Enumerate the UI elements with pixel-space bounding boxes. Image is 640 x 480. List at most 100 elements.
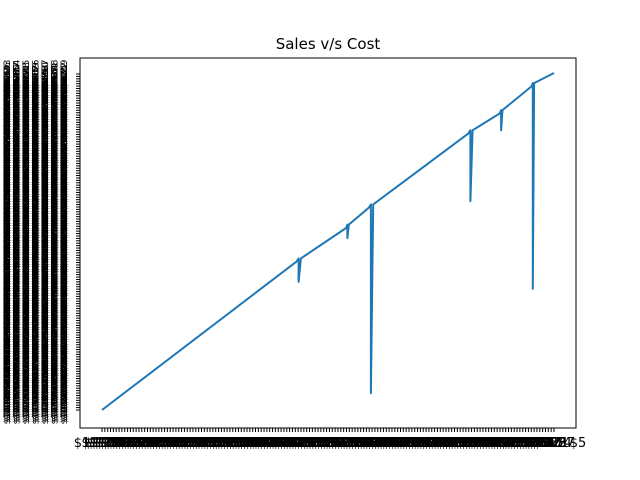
y-tick-label: $1518 xyxy=(3,362,13,391)
y-tick-label: $3405 xyxy=(3,239,13,268)
x-tick-label: $2531 xyxy=(158,436,199,451)
y-tick-label: $5225 xyxy=(41,123,51,152)
y-tick-label: $3434 xyxy=(60,241,70,270)
y-tick-label: $1281 xyxy=(22,379,32,408)
x-tick-label: $8891 xyxy=(499,436,540,451)
y-tick-label: $2250 xyxy=(60,318,70,347)
y-tick-label: $5255 xyxy=(3,118,13,147)
y-tick-label: $2132 xyxy=(22,323,32,352)
y-tick-label: $2439 xyxy=(32,304,42,333)
y-tick-label: $6135 xyxy=(60,65,70,94)
y-tick-label: $4944 xyxy=(22,139,32,168)
y-tick-label: $3301 xyxy=(41,248,51,277)
y-tick-label: $1096 xyxy=(22,391,32,420)
y-tick-label: $2280 xyxy=(22,313,32,342)
y-tick-label: $5606 xyxy=(51,98,61,127)
y-tick-label: $1821 xyxy=(41,345,51,374)
y-tick-label: $4633 xyxy=(41,161,51,190)
x-tick-label: $9368 xyxy=(525,436,566,451)
y-tick-label: $4511 xyxy=(32,168,42,197)
y-tick-label: $1980 xyxy=(51,335,61,364)
y-tick-label: $2487 xyxy=(41,301,51,330)
y-tick-label: $1477 xyxy=(32,367,42,396)
y-tick-label: $2202 xyxy=(51,321,61,350)
x-tick-label: $6506 xyxy=(371,436,412,451)
y-tick-label: $4437 xyxy=(32,173,42,202)
y-tick-label: $5262 xyxy=(41,120,51,149)
y-tick-label: $6128 xyxy=(22,62,32,91)
x-tick-label: $1842 xyxy=(121,436,162,451)
y-tick-label: $3560 xyxy=(41,231,51,260)
y-tick-label: $2994 xyxy=(32,267,42,296)
y-tick-label: $5584 xyxy=(32,98,42,127)
y-tick-label: $3379 xyxy=(13,241,23,270)
y-tick-label: $1880 xyxy=(60,342,70,371)
y-tick-label: $4341 xyxy=(13,178,23,207)
y-tick-label: $3164 xyxy=(51,258,61,287)
y-tick-label: $1155 xyxy=(41,388,51,417)
x-tick-label: $4015 xyxy=(238,436,279,451)
y-tick-label: $5462 xyxy=(22,106,32,135)
y-tick-label: $2228 xyxy=(41,318,51,347)
y-tick-label: $3416 xyxy=(13,238,23,267)
y-tick-label: $1943 xyxy=(51,338,61,367)
y-tick-label: $2546 xyxy=(60,299,70,328)
x-tick-label: $8414 xyxy=(474,436,515,451)
y-tick-label: $3438 xyxy=(32,238,42,267)
y-tick-label: $1699 xyxy=(32,352,42,381)
y-tick-label: $1947 xyxy=(22,335,32,364)
y-tick-label: $5099 xyxy=(60,132,70,161)
y-tick-label: $1536 xyxy=(51,364,61,393)
y-tick-label: $4174 xyxy=(60,192,70,221)
y-tick-label: $6039 xyxy=(41,69,51,98)
y-tick-label: $2968 xyxy=(41,270,51,299)
y-tick-label: $2232 xyxy=(13,316,23,345)
y-tick-label: $4485 xyxy=(41,171,51,200)
x-tick-label: $8732 xyxy=(491,436,532,451)
y-tick-label: $4352 xyxy=(22,178,32,207)
y-tick-label: $3956 xyxy=(32,204,42,233)
y-tick-label: $4607 xyxy=(51,164,61,193)
y-tick-label: $1481 xyxy=(3,364,13,393)
y-tick-label: $4663 xyxy=(3,156,13,185)
x-tick-label-first: $1 xyxy=(74,436,91,451)
y-tick-label: $1207 xyxy=(22,384,32,413)
y-tick-label: $4415 xyxy=(13,173,23,202)
y-tick-label: $4914 xyxy=(60,144,70,173)
y-tick-label: $3549 xyxy=(32,231,42,260)
y-tick-label: $3286 xyxy=(60,250,70,279)
y-tick-label: $4644 xyxy=(51,161,61,190)
x-tick-label: $4810 xyxy=(280,436,321,451)
y-tick-label: $1185 xyxy=(3,384,13,413)
y-tick-label: $4570 xyxy=(51,166,61,195)
x-tick-label: $2054 xyxy=(132,436,173,451)
y-tick-label: $5773 xyxy=(3,84,13,113)
y-tick-label: $5547 xyxy=(32,101,42,130)
y-tick-label: $4648 xyxy=(22,159,32,188)
x-tick-label: $3962 xyxy=(235,436,276,451)
y-tick-label: $2213 xyxy=(60,321,70,350)
y-tick-label: $2861 xyxy=(13,275,23,304)
y-tick-label: $4548 xyxy=(32,166,42,195)
y-tick-label: $1540 xyxy=(22,362,32,391)
y-tick-label: $5839 xyxy=(60,84,70,113)
y-tick-label: $5103 xyxy=(32,130,42,159)
y-tick-label: $2787 xyxy=(13,280,23,309)
y-tick-label: $1340 xyxy=(41,376,51,405)
x-tick-label: $7884 xyxy=(445,436,486,451)
y-tick-label: $3238 xyxy=(51,253,61,282)
y-tick-label: $3823 xyxy=(13,212,23,241)
y-tick-label: $5658 xyxy=(32,93,42,122)
y-tick-label: $5562 xyxy=(13,98,23,127)
y-tick-label: $5399 xyxy=(32,110,42,139)
y-tick-label: $4126 xyxy=(51,195,61,224)
y-tick-label: $6209 xyxy=(60,59,70,88)
y-tick-label: $2502 xyxy=(22,299,32,328)
y-tick-label: $2583 xyxy=(60,297,70,326)
y-tick-label: $6032 xyxy=(3,67,13,96)
y-tick-label: $6139 xyxy=(32,62,42,91)
y-tick-label: $5625 xyxy=(3,94,13,123)
y-tick-label: $3719 xyxy=(51,221,61,250)
y-tick-label: $3701 xyxy=(3,219,13,248)
y-tick-label: $1407 xyxy=(3,369,13,398)
